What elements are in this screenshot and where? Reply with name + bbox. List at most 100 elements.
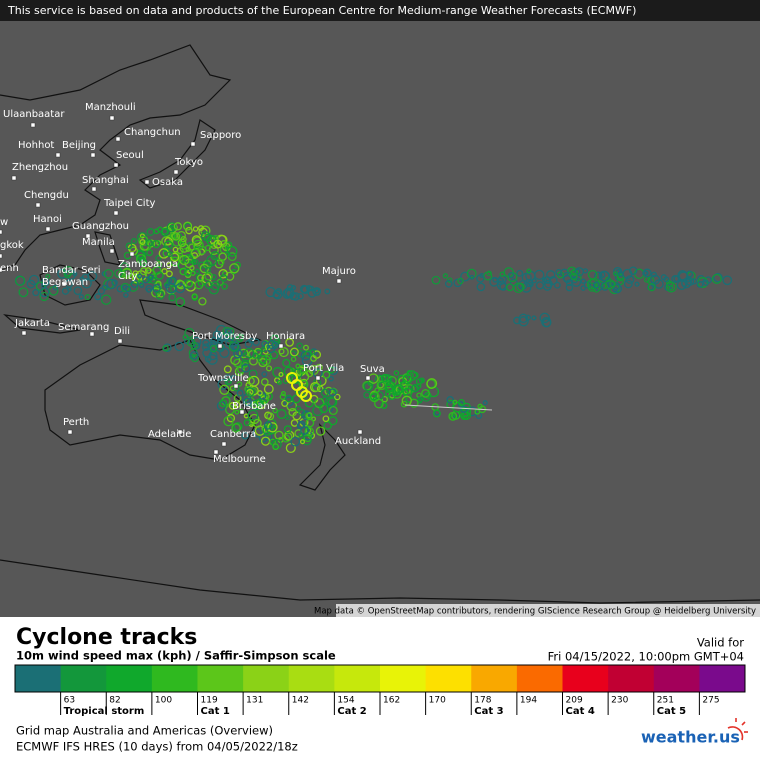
asia-coast: [0, 44, 232, 271]
scale-tick-label: 142: [292, 696, 309, 706]
track-point: [170, 252, 180, 262]
track-point: [528, 282, 534, 288]
track-point: [304, 350, 313, 358]
city-label: Zamboanga: [118, 259, 178, 270]
attribution: Map data © OpenStreetMap contributors, r…: [314, 607, 756, 617]
scale-tick-label: 170: [429, 696, 446, 706]
track-point: [185, 279, 194, 288]
track-point: [260, 378, 269, 386]
legend-subtitle: 10m wind speed max (kph) / Saffir-Simpso…: [16, 649, 336, 663]
track-point: [476, 274, 485, 283]
track-point: [460, 271, 471, 282]
track-point: [311, 416, 317, 422]
track-point: [696, 281, 704, 288]
track-point: [164, 237, 173, 246]
city-label: Bandar Seri: [42, 265, 100, 276]
java: [3, 314, 81, 334]
track-point: [166, 251, 173, 258]
track-point: [400, 400, 408, 408]
track-point: [295, 363, 301, 369]
track-point: [198, 261, 206, 269]
track-point: [252, 428, 262, 438]
track-point: [324, 386, 333, 396]
track-point: [411, 371, 419, 379]
track-point: [446, 396, 454, 404]
track-point: [432, 409, 441, 418]
track-point: [146, 249, 154, 257]
track-point: [223, 365, 232, 374]
track-point: [145, 267, 152, 274]
track-point: [681, 280, 688, 287]
track-point: [62, 266, 74, 277]
track-point: [289, 347, 299, 357]
track-point: [191, 293, 198, 300]
track-point: [320, 388, 329, 397]
track-point: [192, 226, 199, 232]
track-point: [111, 279, 118, 286]
track-point: [315, 363, 323, 371]
track-point: [299, 368, 306, 374]
track-point: [534, 269, 545, 281]
track-point: [665, 281, 677, 293]
track-point: [103, 268, 114, 279]
track-point: [246, 376, 255, 386]
track-point: [329, 366, 338, 376]
track-point: [305, 412, 312, 420]
track-point: [328, 366, 335, 374]
track-point: [243, 347, 255, 359]
city-label: Suva: [360, 364, 385, 375]
philippines: [94, 231, 121, 266]
city-marker: [217, 343, 223, 349]
track-point: [448, 411, 458, 421]
track-point: [210, 274, 217, 280]
track-point: [131, 272, 143, 284]
city-label: Begawan: [42, 277, 88, 288]
category-label: Cat 2: [337, 706, 366, 717]
track-point: [612, 283, 623, 294]
track-point: [422, 393, 431, 402]
track-point: [219, 384, 230, 395]
track-point: [380, 402, 388, 409]
track-point: [175, 297, 186, 307]
city-marker: [11, 175, 17, 181]
track-point: [260, 346, 266, 352]
track-point: [162, 345, 169, 352]
logo[interactable]: weather.us: [641, 728, 740, 747]
track-point: [565, 279, 573, 287]
track-point: [291, 394, 301, 404]
track-point: [168, 293, 177, 302]
track-point: [265, 286, 276, 298]
track-point: [300, 390, 312, 402]
city-label: Auckland: [335, 436, 381, 447]
legend-title: Cyclone tracks: [16, 625, 197, 650]
track-point: [312, 405, 323, 417]
track-point: [73, 286, 83, 296]
city-marker: [173, 169, 179, 175]
track-point: [152, 284, 161, 293]
track-point: [198, 297, 207, 306]
scale-swatch: [197, 665, 244, 692]
track-point: [496, 277, 505, 286]
track-point: [623, 279, 633, 289]
track-point: [363, 381, 374, 392]
track-point: [609, 280, 616, 288]
category-label: Tropical storm: [64, 706, 145, 717]
scale-swatch: [471, 665, 518, 692]
track-point: [278, 347, 289, 358]
city-label: Manila: [82, 237, 115, 248]
attribution-box: [336, 604, 760, 617]
track-point: [266, 412, 275, 421]
track-point: [190, 247, 201, 258]
track-point: [374, 374, 384, 384]
track-point: [544, 279, 553, 289]
city-marker: [113, 210, 119, 216]
city-marker: [45, 226, 51, 232]
track-point: [248, 375, 260, 387]
track-point: [285, 338, 294, 347]
track-point: [651, 271, 657, 278]
city-marker: [21, 330, 27, 336]
track-point: [221, 283, 228, 290]
track-point: [580, 278, 586, 284]
city-marker: [315, 375, 321, 381]
